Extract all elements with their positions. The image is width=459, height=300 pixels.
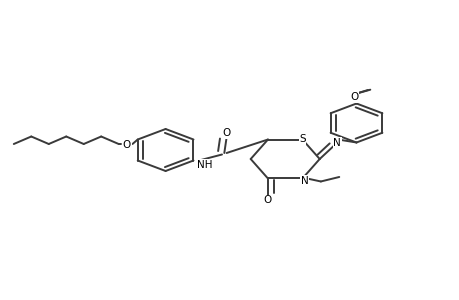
Text: N: N: [300, 176, 308, 186]
Text: O: O: [123, 140, 131, 150]
Text: O: O: [222, 128, 230, 138]
Text: O: O: [263, 196, 271, 206]
Text: S: S: [298, 134, 305, 144]
Text: N: N: [333, 138, 340, 148]
Text: O: O: [349, 92, 358, 102]
Text: NH: NH: [197, 160, 212, 170]
